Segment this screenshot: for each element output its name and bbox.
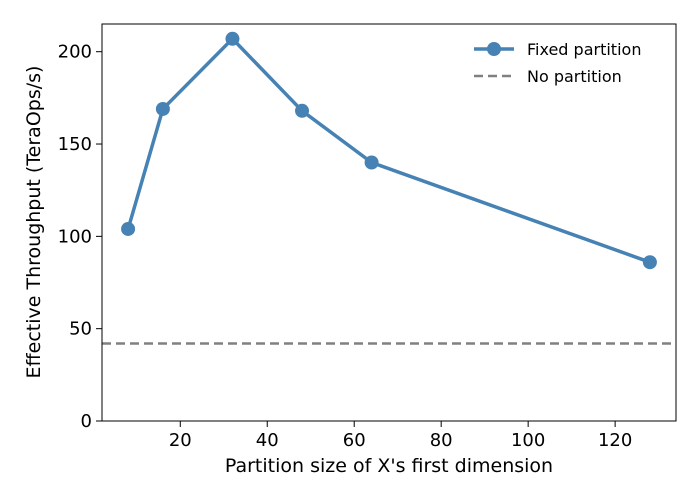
y-tick-label: 0 (81, 411, 92, 432)
legend-marker-fixed-partition (487, 42, 501, 56)
legend-label-fixed-partition: Fixed partition (527, 40, 641, 59)
x-tick-label: 20 (169, 430, 192, 451)
y-tick-label: 100 (58, 226, 92, 247)
fixed-partition-point (155, 101, 170, 116)
plot-frame (101, 23, 677, 422)
y-axis-label: Effective Throughput (TeraOps/s) (23, 66, 45, 379)
x-tick-label: 100 (511, 430, 545, 451)
plot-area (102, 24, 676, 421)
fixed-partition-point (295, 103, 310, 118)
legend-label-no-partition: No partition (527, 67, 622, 86)
x-axis-ticks: 20 40 60 80 100 120 (169, 421, 632, 451)
fixed-partition-point (121, 221, 136, 236)
fixed-partition-point (642, 255, 657, 270)
fixed-partition-line (126, 37, 651, 264)
x-tick-label: 60 (343, 430, 366, 451)
legend: Fixed partition No partition (474, 40, 641, 86)
y-tick-label: 200 (58, 42, 92, 63)
x-tick-label: 40 (256, 430, 279, 451)
fixed-partition-point (225, 31, 240, 46)
fixed-partition-point (364, 155, 379, 170)
x-tick-label: 120 (598, 430, 632, 451)
x-axis-label: Partition size of X's first dimension (225, 455, 553, 477)
y-axis-ticks: 0 50 100 150 200 (58, 42, 102, 432)
y-tick-label: 150 (58, 134, 92, 155)
series-layer (121, 31, 657, 270)
x-tick-label: 80 (430, 430, 453, 451)
y-tick-label: 50 (69, 319, 92, 340)
